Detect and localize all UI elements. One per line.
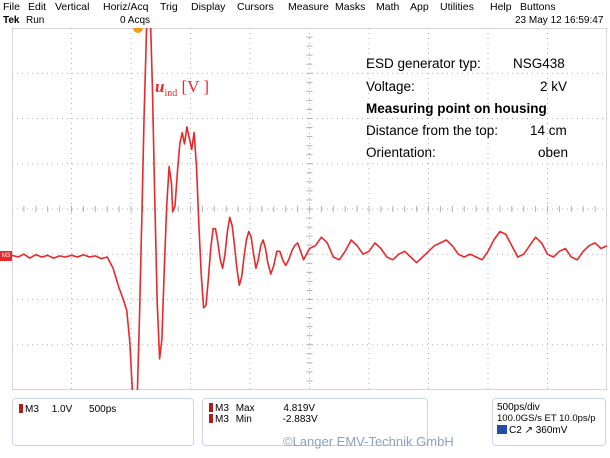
channel-color-icon <box>19 404 23 413</box>
measure-min-label: Min <box>235 414 252 425</box>
menu-item-measure[interactable]: Measure <box>288 1 329 13</box>
menu-item-app[interactable]: App <box>410 1 429 13</box>
generator-label: ESD generator typ: <box>366 56 481 71</box>
signal-subscript: ind <box>164 88 178 99</box>
sample-rate: 100.0GS/s ET 10.0ps/p <box>497 413 596 424</box>
measurement-panel[interactable]: M3 Max 4.819V M3 Min -2.883V <box>202 398 428 446</box>
trigger-channel-icon <box>497 425 507 434</box>
timebase-value: 500ps/div <box>497 402 540 413</box>
measuring-point: Measuring point on housing <box>366 101 547 116</box>
measure-color-icon <box>209 414 213 423</box>
date-time: 23 May 12 16:59:47 <box>515 15 604 26</box>
status-bar: Tek Run 0 Acqs 23 May 12 16:59:47 <box>0 14 610 28</box>
menu-item-file[interactable]: File <box>3 1 20 13</box>
menu-item-utilities[interactable]: Utilities <box>440 1 474 13</box>
channel-name: M3 <box>25 404 39 415</box>
channel-time: 500ps <box>89 404 117 415</box>
measure-min-channel: M3 <box>215 414 229 425</box>
trigger-position-marker <box>133 28 143 33</box>
signal-label: uind [V ] <box>155 77 209 99</box>
orientation-value: oben <box>538 145 569 160</box>
generator-value: NSG438 <box>513 56 565 71</box>
channel-marker-label: M3 <box>0 251 12 261</box>
channel-scale: 1.0V <box>51 404 73 415</box>
menu-item-vertical[interactable]: Vertical <box>55 1 90 13</box>
acquisition-count: 0 Acqs <box>120 15 151 26</box>
measure-max-channel: M3 <box>215 403 229 414</box>
run-state: Run <box>26 15 45 26</box>
brand-label: Tek <box>3 15 20 26</box>
measure-max-label: Max <box>235 403 255 414</box>
voltage-value: 2 kV <box>540 79 568 94</box>
waveform-plot <box>12 28 607 390</box>
distance-label: Distance from the top: <box>366 123 499 138</box>
measure-min-value: -2.883V <box>282 414 318 425</box>
menu-item-trig[interactable]: Trig <box>160 1 178 13</box>
menu-item-cursors[interactable]: Cursors <box>237 1 274 13</box>
oscilloscope-display: ESD generator typ: NSG438 Voltage: 2 kV … <box>12 28 607 390</box>
menu-item-edit[interactable]: Edit <box>28 1 47 13</box>
waveform-trace <box>12 28 607 390</box>
measure-max-value: 4.819V <box>283 403 316 414</box>
trigger-level: 360mV <box>535 425 568 436</box>
menu-bar: File Edit Vertical Horiz/Acq Trig Display Curs… <box>0 0 610 14</box>
voltage-label: Voltage: <box>366 79 415 94</box>
menu-item-math[interactable]: Math <box>376 1 400 13</box>
timebase-panel[interactable]: 500ps/div 100.0GS/s ET 10.0ps/p C2 ↗ 360… <box>492 398 606 446</box>
trigger-channel: C2 <box>509 425 522 436</box>
menu-item-masks[interactable]: Masks <box>335 1 366 13</box>
orientation-label: Orientation: <box>366 145 436 160</box>
menu-item-help[interactable]: Help <box>490 1 512 13</box>
copyright-notice: ©Langer EMV-Technik GmbH <box>283 434 454 449</box>
signal-symbol: u <box>155 77 165 96</box>
menu-item-display[interactable]: Display <box>191 1 226 13</box>
measure-color-icon <box>209 403 213 412</box>
trigger-slope-icon: ↗ <box>524 425 533 436</box>
menu-item-buttons[interactable]: Buttons <box>520 1 556 13</box>
signal-unit: [V ] <box>181 77 210 96</box>
channel-settings-panel[interactable]: M3 1.0V 500ps <box>12 398 194 446</box>
distance-value: 14 cm <box>530 123 567 138</box>
menu-item-horiz-acq[interactable]: Horiz/Acq <box>103 1 149 13</box>
